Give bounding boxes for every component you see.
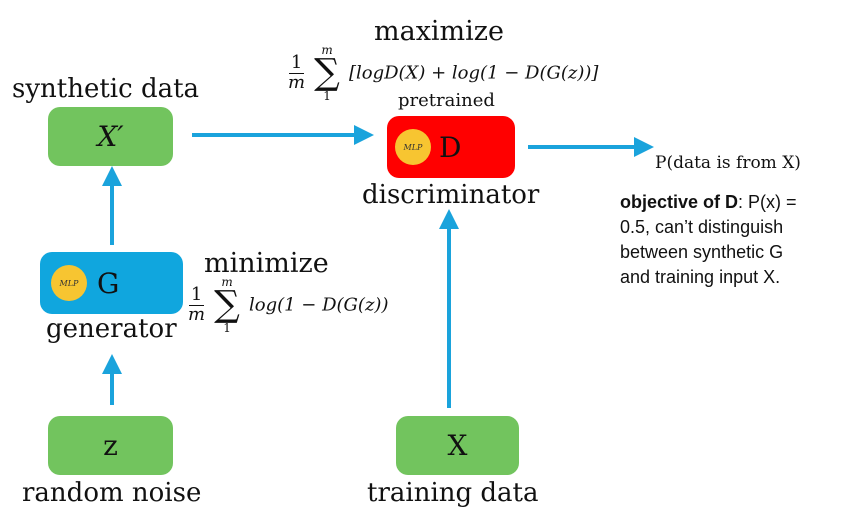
maximize-sum: m ∑ 1 [314,44,340,102]
sum-upper-limit: m [321,43,333,57]
minimize-expression: log(1 − D(G(z)) [248,294,389,316]
synthetic-data-box: X′ [48,107,173,166]
discriminator-box: MLP D [387,116,515,178]
discriminator-mlp-icon: MLP [395,129,431,165]
minimize-label: minimize [204,248,329,279]
min-sum-upper-limit: m [221,275,233,289]
discriminator-label: discriminator [362,180,540,210]
maximize-formula: 1 m m ∑ 1 [logD(X) + log(1 − D(G(z))] [288,44,598,102]
synthetic-data-symbol: X′ [97,120,124,153]
synthetic-data-label: synthetic data [12,74,200,104]
training-data-symbol: X [447,429,468,462]
objective-line-4: and training input X. [620,267,781,287]
min-fraction-denominator: m [188,303,206,325]
maximize-expression: [logD(X) + log(1 − D(G(z))] [348,62,599,84]
min-sum-lower-limit: 1 [223,321,231,336]
objective-line-1-rest: : P(x) = [738,192,797,212]
training-data-box: X [396,416,519,475]
sum-symbol: ∑ [314,52,340,93]
objective-line-3: between synthetic G [620,242,784,262]
discriminator-symbol: D [439,130,462,164]
generator-mlp-icon: MLP [51,265,87,301]
objective-bold-label: objective of D [620,192,739,212]
generator-box: MLP G [40,252,183,314]
fraction-numerator: 1 [288,51,305,74]
minimize-fraction: 1 m [188,283,206,325]
objective-text: objective of D: P(x) = 0.5, can’t distin… [620,190,845,290]
fraction-denominator: m [288,71,306,93]
random-noise-symbol: z [103,429,118,462]
objective-line-1: objective of D: P(x) = [620,190,845,215]
generator-symbol: G [97,266,120,300]
maximize-label: maximize [374,16,505,47]
min-sum-symbol: ∑ [214,284,240,325]
minimize-sum: m ∑ 1 [214,276,240,334]
minimize-formula: 1 m m ∑ 1 log(1 − D(G(z)) [188,276,388,334]
pretrained-label: pretrained [398,90,495,111]
random-noise-box: z [48,416,173,475]
random-noise-label: random noise [22,478,202,508]
generator-label: generator [46,314,177,344]
min-fraction-numerator: 1 [188,283,205,306]
objective-line-2: 0.5, can’t distinguish [620,217,784,237]
training-data-label: training data [367,478,539,508]
sum-lower-limit: 1 [323,89,331,104]
output-probability-label: P(data is from X) [655,153,801,173]
maximize-fraction: 1 m [288,51,306,93]
